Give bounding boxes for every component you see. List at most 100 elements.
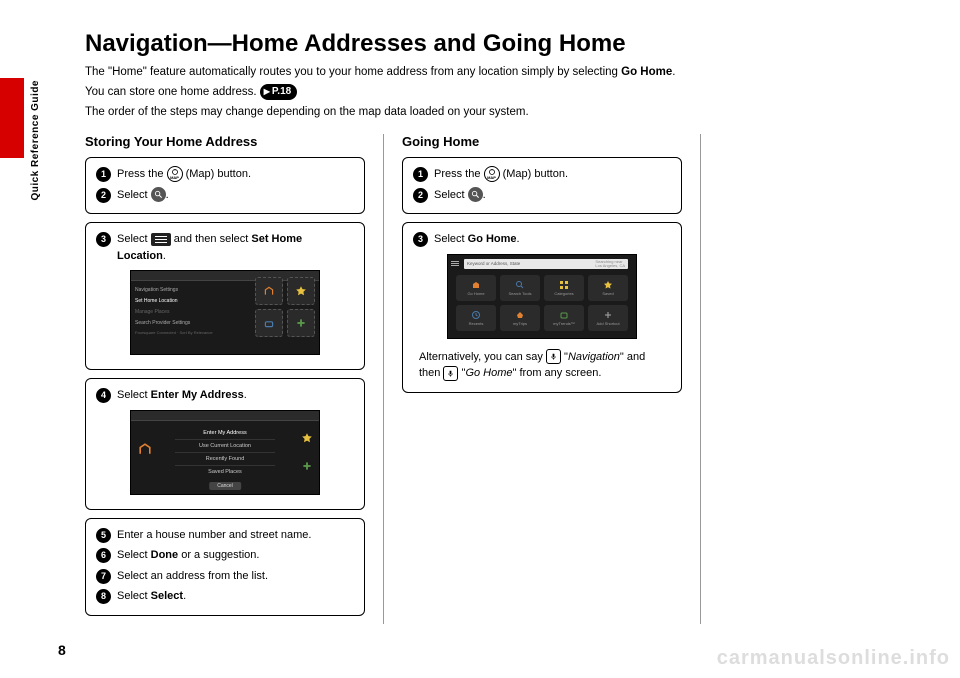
alternative-voice-text: Alternatively, you can say "Navigation" … bbox=[413, 349, 671, 382]
ss-menu-list: Navigation Settings Set Home Location Ma… bbox=[135, 285, 213, 338]
intro-text: The "Home" feature automatically routes … bbox=[85, 66, 621, 78]
italic-text: Go Home bbox=[465, 367, 512, 379]
ss-sc-label: Add Shortcut bbox=[596, 321, 619, 326]
step-number-icon: 6 bbox=[96, 548, 111, 563]
step-number-icon: 1 bbox=[96, 167, 111, 182]
step-number-icon: 8 bbox=[96, 589, 111, 604]
step-2: 2 Select . bbox=[96, 187, 354, 204]
text: Los Angeles, CA bbox=[595, 263, 625, 268]
text: . bbox=[244, 389, 247, 401]
ss-menu-item: Set Home Location bbox=[135, 296, 213, 307]
col1-box3: 4 Select Enter My Address. Enter My Addr… bbox=[85, 378, 365, 510]
text: Select bbox=[117, 389, 151, 401]
ss-sc-label: myTrips bbox=[513, 321, 527, 326]
ss-shortcut: Recents bbox=[456, 305, 496, 331]
ss-shortcut: Categories bbox=[544, 275, 584, 301]
screenshot-nav-settings: Navigation Settings Set Home Location Ma… bbox=[130, 270, 320, 355]
step-1: 1 Press the MAP (Map) button. bbox=[413, 166, 671, 183]
step-number-icon: 3 bbox=[413, 232, 428, 247]
ss-icon-grid bbox=[255, 277, 315, 337]
ss-shortcut: Saved bbox=[588, 275, 628, 301]
ss-search-placeholder: Keyword or Address, State bbox=[467, 261, 520, 266]
page-reference-pill: P.18 bbox=[260, 84, 297, 100]
text: Select bbox=[117, 233, 151, 245]
intro-text: . bbox=[672, 66, 675, 78]
ss-shortcut: myTrends™ bbox=[544, 305, 584, 331]
column-divider bbox=[700, 134, 701, 624]
ss-cancel-button: Cancel bbox=[209, 482, 241, 490]
ss-shortcut: Add Shortcut bbox=[588, 305, 628, 331]
ss-menu-item: Foursquare Connected · Sort By Relevance bbox=[135, 329, 213, 338]
step-text: Select . bbox=[434, 187, 671, 204]
ss-search-bar: Keyword or Address, State Searching near… bbox=[464, 259, 628, 269]
bold-text: Done bbox=[151, 549, 179, 561]
col1-heading: Storing Your Home Address bbox=[85, 134, 365, 149]
ss-hamburger-icon bbox=[451, 260, 461, 268]
ss-menu-item: Manage Places bbox=[135, 307, 213, 318]
step-text: Press the MAP (Map) button. bbox=[117, 166, 354, 183]
intro-text: You can store one home address. bbox=[85, 86, 260, 98]
step-text: Press the MAP (Map) button. bbox=[434, 166, 671, 183]
step-8: 8 Select Select. bbox=[96, 588, 354, 605]
hamburger-menu-icon bbox=[151, 233, 171, 246]
bold-text: Select bbox=[151, 590, 183, 602]
ss-list-item: Use Current Location bbox=[175, 440, 275, 453]
ss-shortcut: Search Tools bbox=[500, 275, 540, 301]
intro-line-2: You can store one home address. P.18 bbox=[85, 84, 915, 100]
step-number-icon: 2 bbox=[413, 188, 428, 203]
text: Select bbox=[434, 233, 468, 245]
step-number-icon: 3 bbox=[96, 232, 111, 247]
ss-list-item: Enter My Address bbox=[175, 427, 275, 440]
step-number-icon: 1 bbox=[413, 167, 428, 182]
intro-bold: Go Home bbox=[621, 66, 672, 78]
page-title: Navigation—Home Addresses and Going Home bbox=[85, 30, 915, 58]
italic-text: Navigation bbox=[568, 351, 620, 363]
ss-cell bbox=[255, 309, 283, 337]
ss-shortcut: myTrips bbox=[500, 305, 540, 331]
step-text: Select Enter My Address. bbox=[117, 387, 354, 404]
ss-cell bbox=[255, 277, 283, 305]
empty-column bbox=[719, 134, 915, 624]
text: . bbox=[166, 189, 169, 201]
step-number-icon: 4 bbox=[96, 388, 111, 403]
ss-cell bbox=[287, 277, 315, 305]
step-text: Enter a house number and street name. bbox=[117, 527, 354, 544]
text: Select bbox=[117, 549, 151, 561]
text: . bbox=[183, 590, 186, 602]
step-text: Select Done or a suggestion. bbox=[117, 547, 354, 564]
map-button-icon: MAP bbox=[167, 166, 183, 182]
ss-shortcut-grid: Go Home Search Tools Categories Saved Re… bbox=[456, 275, 628, 331]
intro-line-3: The order of the steps may change depend… bbox=[85, 104, 915, 120]
step-6: 6 Select Done or a suggestion. bbox=[96, 547, 354, 564]
ss-topbar bbox=[131, 411, 319, 421]
step-2: 2 Select . bbox=[413, 187, 671, 204]
screenshot-enter-address: Enter My Address Use Current Location Re… bbox=[130, 410, 320, 495]
page-content: Navigation—Home Addresses and Going Home… bbox=[85, 30, 915, 624]
ss-side-icon bbox=[301, 431, 313, 449]
text: or a suggestion. bbox=[178, 549, 259, 561]
text: Press the bbox=[117, 168, 167, 180]
text: (Map) button. bbox=[183, 168, 251, 180]
text: and then select bbox=[171, 233, 252, 245]
text: Press the bbox=[434, 168, 484, 180]
text: . bbox=[483, 189, 486, 201]
step-3: 3 Select Go Home. bbox=[413, 231, 671, 248]
ss-cell bbox=[287, 309, 315, 337]
column-storing-home: Storing Your Home Address 1 Press the MA… bbox=[85, 134, 365, 624]
column-divider bbox=[383, 134, 384, 624]
step-number-icon: 2 bbox=[96, 188, 111, 203]
step-text: Select Select. bbox=[117, 588, 354, 605]
bold-text: Enter My Address bbox=[151, 389, 244, 401]
text: . bbox=[517, 233, 520, 245]
columns-container: Storing Your Home Address 1 Press the MA… bbox=[85, 134, 915, 624]
column-going-home: Going Home 1 Press the MAP (Map) button.… bbox=[402, 134, 682, 624]
ss-sc-label: Go Home bbox=[467, 291, 484, 296]
text: Select bbox=[434, 189, 468, 201]
step-text: Select an address from the list. bbox=[117, 568, 354, 585]
ss-sc-label: Categories bbox=[554, 291, 573, 296]
text: Select bbox=[117, 590, 151, 602]
ss-sc-label: Recents bbox=[469, 321, 484, 326]
text: Alternatively, you can say bbox=[419, 351, 546, 363]
step-1: 1 Press the MAP (Map) button. bbox=[96, 166, 354, 183]
page-number: 8 bbox=[58, 642, 66, 658]
